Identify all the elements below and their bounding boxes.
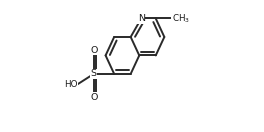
Text: O: O (90, 46, 97, 55)
Text: N: N (138, 14, 145, 23)
Text: O: O (90, 93, 97, 102)
Text: S: S (91, 69, 97, 78)
Text: HO: HO (64, 80, 77, 89)
Text: CH$_3$: CH$_3$ (172, 12, 190, 25)
